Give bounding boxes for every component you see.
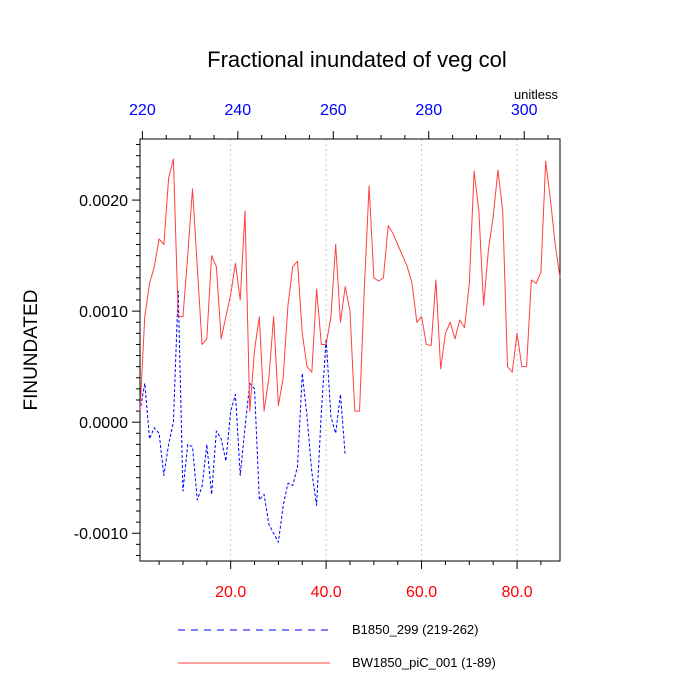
top-tick-label: 280 — [415, 102, 442, 119]
x-tick-label: 40.0 — [311, 584, 342, 601]
legend: B1850_299 (219-262) BW1850_piC_001 (1-89… — [178, 622, 496, 670]
top-tick-label: 300 — [511, 102, 538, 119]
series-line-b1850-299 — [139, 290, 346, 543]
series-line-bw1850-pic-001 — [139, 158, 561, 412]
grid-lines — [230, 139, 518, 561]
x-tick-label: 60.0 — [406, 584, 437, 601]
units-label: unitless — [514, 87, 559, 102]
plot-frame — [139, 138, 561, 562]
y-tick-label: -0.0010 — [74, 526, 128, 543]
x-tick-label: 20.0 — [215, 584, 246, 601]
axes — [132, 131, 561, 569]
chart-title: Fractional inundated of veg col — [207, 47, 507, 72]
legend-label-b1850-299: B1850_299 (219-262) — [352, 622, 479, 637]
y-axis-label: FINUNDATED — [21, 289, 42, 410]
y-tick-label: 0.0000 — [79, 415, 128, 432]
top-tick-label: 220 — [129, 102, 156, 119]
top-tick-label: 240 — [224, 102, 251, 119]
series-lines — [139, 158, 561, 543]
y-tick-label: 0.0010 — [79, 304, 128, 321]
legend-label-bw1850-pic-001: BW1850_piC_001 (1-89) — [352, 655, 496, 670]
x-tick-label: 80.0 — [501, 584, 532, 601]
top-tick-label: 260 — [320, 102, 347, 119]
y-tick-label: 0.0020 — [79, 193, 128, 210]
tick-labels: 20.0 40.0 60.0 80.0 220 240 260 280 300 -0.0010 0.… — [74, 102, 538, 601]
